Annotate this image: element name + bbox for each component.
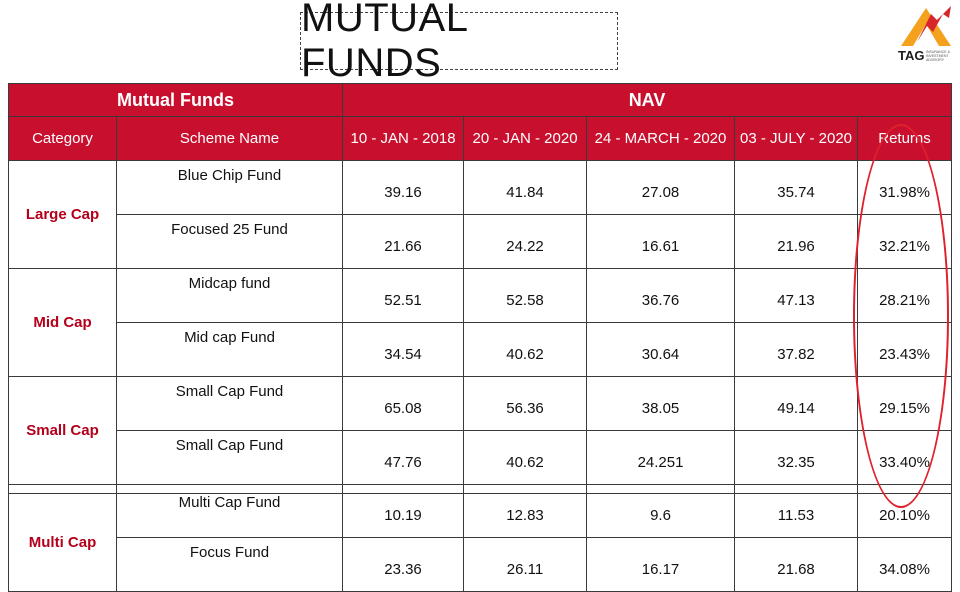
column-header-category: Category — [8, 116, 117, 161]
nav-value: 56.36 — [463, 376, 588, 431]
column-header-returns: Returns — [857, 116, 953, 161]
nav-value: 36.76 — [586, 268, 736, 323]
nav-value: 40.62 — [463, 322, 588, 377]
column-header-nav-2018: 10 - JAN - 2018 — [342, 116, 465, 161]
nav-value: 21.66 — [342, 214, 465, 269]
returns-value: 20.10% — [857, 493, 953, 538]
nav-value: 30.64 — [586, 322, 736, 377]
nav-value: 24.22 — [463, 214, 588, 269]
returns-value: 34.08% — [857, 537, 953, 592]
returns-value: 29.15% — [857, 376, 953, 431]
returns-value: 31.98% — [857, 160, 953, 215]
category-multi-cap: Multi Cap — [8, 493, 117, 592]
table-row: Mid cap Fund 34.54 40.62 30.64 37.82 23.… — [9, 322, 953, 377]
column-header-scheme: Scheme Name — [115, 116, 344, 161]
nav-value: 21.68 — [734, 537, 859, 592]
nav-value: 23.36 — [342, 537, 465, 592]
nav-value: 10.19 — [342, 493, 465, 538]
table-row: Focus Fund 23.36 26.11 16.17 21.68 34.08… — [9, 537, 953, 592]
nav-value: 37.82 — [734, 322, 859, 377]
scheme-name: Midcap fund — [115, 268, 344, 323]
table-row: Large Cap Blue Chip Fund 39.16 41.84 27.… — [8, 160, 953, 269]
nav-value: 47.76 — [342, 430, 465, 485]
nav-value: 41.84 — [463, 160, 588, 215]
table-row: Multi Cap Multi Cap Fund 10.19 12.83 9.6… — [8, 493, 953, 592]
nav-value: 52.58 — [463, 268, 588, 323]
nav-value: 26.11 — [463, 537, 588, 592]
logo-text: TAG — [898, 48, 925, 63]
nav-value: 47.13 — [734, 268, 859, 323]
tag-logo: TAG INSURANCE & INVESTMENT ADVISORY — [893, 2, 959, 68]
column-header-nav-mar-2020: 24 - MARCH - 2020 — [586, 116, 736, 161]
group-header-nav: NAV — [342, 83, 953, 117]
group-header-mutual-funds: Mutual Funds — [7, 83, 344, 117]
nav-value: 34.54 — [342, 322, 465, 377]
scheme-name: Mid cap Fund — [115, 322, 344, 377]
nav-value: 39.16 — [342, 160, 465, 215]
returns-value: 32.21% — [857, 214, 953, 269]
scheme-name: Blue Chip Fund — [115, 160, 344, 215]
mutual-funds-table: Mutual Funds NAV Category Scheme Name 10… — [7, 83, 953, 592]
nav-value: 38.05 — [586, 376, 736, 431]
nav-value: 11.53 — [734, 493, 859, 538]
category-mid-cap: Mid Cap — [8, 268, 117, 377]
logo-arrow-icon — [901, 6, 951, 46]
table-row: Small Cap Small Cap Fund 65.08 56.36 38.… — [8, 376, 953, 485]
nav-value: 21.96 — [734, 214, 859, 269]
nav-value: 65.08 — [342, 376, 465, 431]
category-small-cap: Small Cap — [8, 376, 117, 485]
nav-value: 16.61 — [586, 214, 736, 269]
scheme-name: Small Cap Fund — [115, 430, 344, 485]
slide-title: MUTUAL FUNDS — [300, 0, 618, 85]
returns-value: 33.40% — [857, 430, 953, 485]
returns-value: 23.43% — [857, 322, 953, 377]
scheme-name: Focused 25 Fund — [115, 214, 344, 269]
nav-value: 32.35 — [734, 430, 859, 485]
nav-value: 40.62 — [463, 430, 588, 485]
nav-value: 24.251 — [586, 430, 736, 485]
table-divider-row — [8, 484, 953, 494]
table-row: Focused 25 Fund 21.66 24.22 16.61 21.96 … — [9, 214, 953, 269]
scheme-name: Small Cap Fund — [115, 376, 344, 431]
nav-value: 52.51 — [342, 268, 465, 323]
nav-value: 12.83 — [463, 493, 588, 538]
nav-value: 49.14 — [734, 376, 859, 431]
column-header-nav-jul-2020: 03 - JULY - 2020 — [734, 116, 859, 161]
nav-value: 16.17 — [586, 537, 736, 592]
scheme-name: Focus Fund — [115, 537, 344, 592]
nav-value: 27.08 — [586, 160, 736, 215]
table-row: Small Cap Fund 47.76 40.62 24.251 32.35 … — [9, 430, 953, 485]
logo-subtext: INSURANCE & INVESTMENT ADVISORY — [926, 50, 950, 62]
returns-value: 28.21% — [857, 268, 953, 323]
nav-value: 9.6 — [586, 493, 736, 538]
nav-value: 35.74 — [734, 160, 859, 215]
category-large-cap: Large Cap — [8, 160, 117, 269]
scheme-name: Multi Cap Fund — [115, 493, 344, 538]
column-header-nav-jan-2020: 20 - JAN - 2020 — [463, 116, 588, 161]
table-row: Mid Cap Midcap fund 52.51 52.58 36.76 47… — [8, 268, 953, 377]
